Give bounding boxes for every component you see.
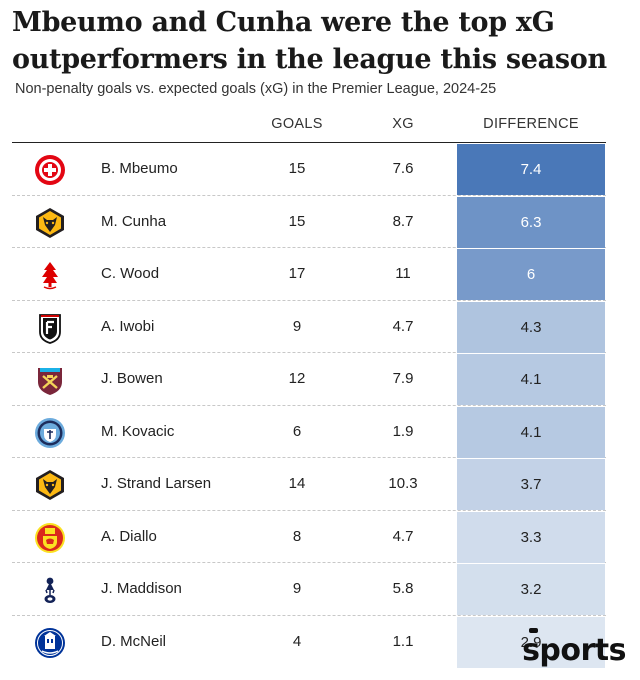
table-header: GOALS XG DIFFERENCE bbox=[12, 110, 606, 142]
player-name: A. Diallo bbox=[101, 527, 157, 545]
stats-table: GOALS XG DIFFERENCE B. Mbeumo 15 7.6 7.4 M. … bbox=[12, 110, 606, 668]
table-row: M. Cunha 15 8.7 6.3 bbox=[12, 196, 606, 248]
brand-logo: sports bbox=[522, 633, 626, 668]
table-row: M. Kovacic 6 1.9 4.1 bbox=[12, 406, 606, 458]
goals-value: 15 bbox=[288, 212, 306, 230]
goals-column-header: GOALS bbox=[271, 116, 323, 132]
table-row: A. Diallo 8 4.7 3.3 bbox=[12, 511, 606, 563]
chart-subtitle: Non-penalty goals vs. expected goals (xG… bbox=[15, 81, 497, 97]
brand-dot bbox=[529, 628, 538, 633]
player-name: D. McNeil bbox=[101, 632, 167, 650]
xg-value: 5.8 bbox=[392, 580, 414, 597]
difference-value: 3.7 bbox=[457, 459, 605, 510]
difference-value: 4.1 bbox=[457, 406, 605, 458]
player-name: M. Kovacic bbox=[101, 422, 175, 440]
table-row: B. Mbeumo 15 7.6 7.4 bbox=[12, 143, 606, 196]
brentford-badge-icon bbox=[34, 154, 66, 186]
tottenham-badge-icon bbox=[34, 574, 66, 606]
xg-value: 1.9 bbox=[392, 422, 414, 440]
difference-value: 7.4 bbox=[457, 144, 605, 195]
goals-value: 15 bbox=[288, 160, 306, 177]
xg-value: 8.7 bbox=[392, 212, 414, 230]
nottingham-forest-badge-icon bbox=[34, 259, 66, 291]
player-name: J. Strand Larsen bbox=[101, 475, 212, 492]
fulham-badge-icon bbox=[34, 312, 66, 344]
xg-column-header: XG bbox=[392, 116, 414, 132]
man-city-badge-icon bbox=[34, 417, 66, 449]
player-name: C. Wood bbox=[101, 265, 160, 282]
chart-title: Mbeumo and Cunha were the top xG outperf… bbox=[12, 7, 607, 75]
table-row: J. Bowen 12 7.9 4.1 bbox=[12, 353, 606, 406]
table-row: J. Strand Larsen 14 10.3 3.7 bbox=[12, 458, 606, 511]
table-row: A. Iwobi 9 4.7 4.3 bbox=[12, 301, 606, 353]
man-united-badge-icon bbox=[34, 522, 66, 554]
difference-value: 6.3 bbox=[457, 196, 605, 248]
difference-value: 6 bbox=[457, 249, 605, 300]
west-ham-badge-icon bbox=[34, 364, 66, 396]
player-name: B. Mbeumo bbox=[101, 160, 178, 177]
goals-value: 8 bbox=[292, 527, 302, 545]
goals-value: 14 bbox=[288, 475, 306, 492]
player-name: M. Cunha bbox=[101, 212, 167, 230]
everton-badge-icon bbox=[34, 627, 66, 659]
goals-value: 17 bbox=[288, 265, 306, 282]
difference-value: 4.1 bbox=[457, 354, 605, 405]
xg-value: 4.7 bbox=[392, 527, 414, 545]
player-name: J. Maddison bbox=[101, 580, 182, 597]
xg-value: 11 bbox=[395, 265, 411, 282]
difference-value: 3.3 bbox=[457, 511, 605, 563]
goals-value: 12 bbox=[288, 370, 306, 387]
player-name: J. Bowen bbox=[101, 370, 163, 387]
player-name: A. Iwobi bbox=[101, 317, 155, 335]
goals-value: 6 bbox=[292, 422, 302, 440]
table-row: D. McNeil 4 1.1 2.9 bbox=[12, 616, 606, 669]
xg-value: 7.9 bbox=[392, 370, 414, 387]
wolves-badge-icon bbox=[34, 207, 66, 239]
goals-value: 9 bbox=[292, 580, 302, 597]
xg-value: 7.6 bbox=[392, 160, 414, 177]
wolves-badge-icon bbox=[34, 469, 66, 501]
difference-value: 4.3 bbox=[457, 301, 605, 353]
table-row: J. Maddison 9 5.8 3.2 bbox=[12, 563, 606, 616]
xg-value: 1.1 bbox=[392, 632, 414, 650]
goals-value: 4 bbox=[292, 632, 302, 650]
difference-value: 3.2 bbox=[457, 564, 605, 615]
difference-value: 2.9 bbox=[457, 616, 605, 668]
table-body: B. Mbeumo 15 7.6 7.4 M. Cunha 15 8.7 6.3 C. Wood… bbox=[12, 142, 606, 668]
xg-value: 10.3 bbox=[388, 475, 418, 492]
xg-value: 4.7 bbox=[392, 317, 414, 335]
difference-column-header: DIFFERENCE bbox=[483, 116, 579, 132]
goals-value: 9 bbox=[292, 317, 302, 335]
table-row: C. Wood 17 11 6 bbox=[12, 248, 606, 301]
